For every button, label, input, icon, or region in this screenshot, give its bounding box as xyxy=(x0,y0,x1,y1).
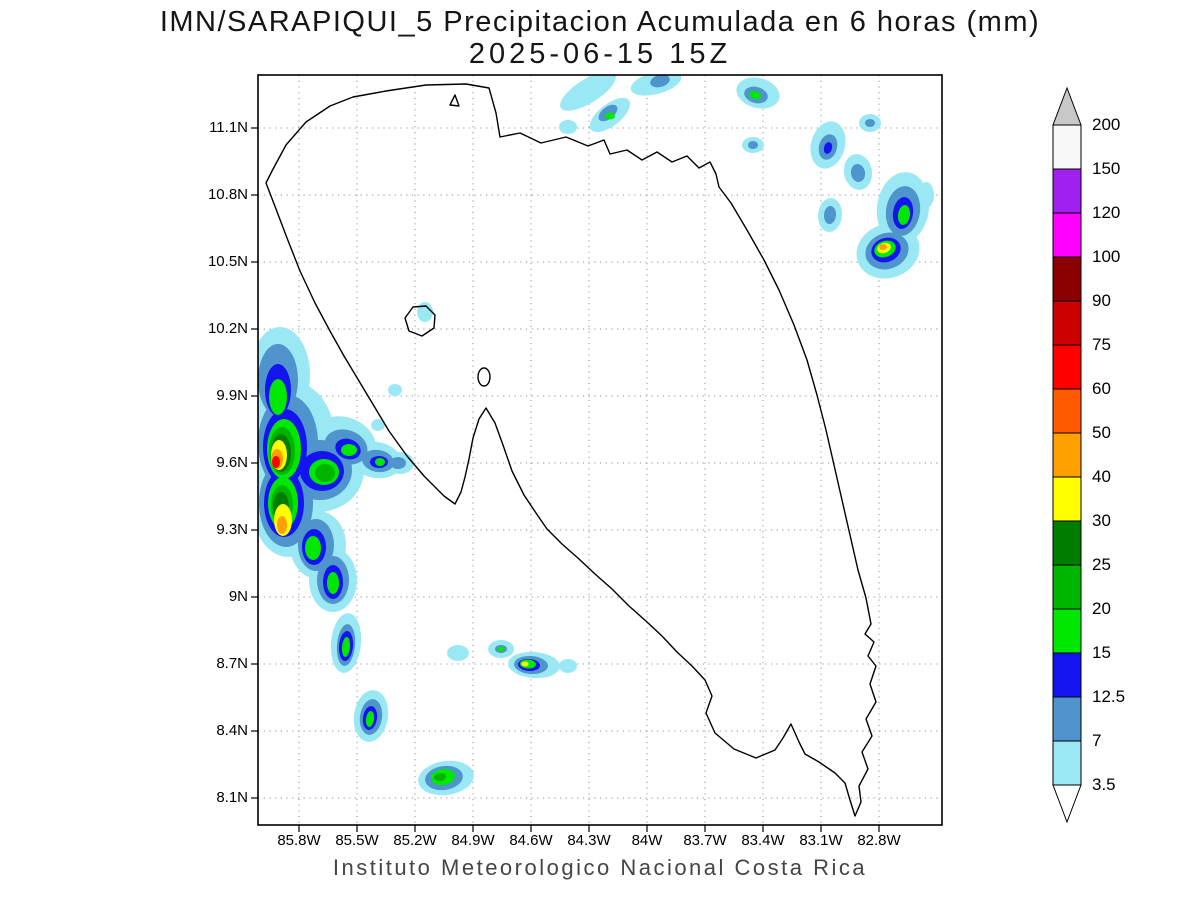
precip-cell xyxy=(823,206,837,224)
precip-cell xyxy=(269,379,287,415)
colorbar-cell xyxy=(1052,696,1082,742)
lat-tick-label: 10.5N xyxy=(207,253,248,270)
colorbar-tick-label: 200 xyxy=(1092,115,1121,134)
colorbar-tick-label: 100 xyxy=(1092,247,1121,266)
precip-cell xyxy=(559,120,577,134)
precip-cell xyxy=(560,75,616,111)
grid xyxy=(251,75,942,832)
lat-tick-label: 8.1N xyxy=(216,789,248,806)
precip-cell xyxy=(447,645,469,661)
costa-rica-coastline xyxy=(265,83,877,817)
lat-tick-label: 8.4N xyxy=(216,722,248,739)
precip-cell xyxy=(897,205,911,225)
precip-cell xyxy=(341,637,351,657)
colorbar-tick-label: 20 xyxy=(1092,599,1111,618)
precip-cell xyxy=(272,456,280,468)
colorbar-tick-label: 150 xyxy=(1092,159,1121,178)
map-frame xyxy=(257,74,943,826)
precip-cell xyxy=(497,646,505,652)
precip-cell xyxy=(305,536,321,560)
islet-outline xyxy=(449,94,460,107)
colorbar-cell xyxy=(1052,388,1082,434)
lon-tick-label: 84.9W xyxy=(451,832,495,849)
precip-cell xyxy=(388,384,402,396)
footer-text: Instituto Meteorologico Nacional Costa R… xyxy=(332,855,868,880)
precip-cell xyxy=(390,457,406,469)
precip-cell xyxy=(748,141,758,149)
lat-tick-label: 10.2N xyxy=(207,320,248,337)
precip-cell xyxy=(277,516,287,534)
colorbar-underflow-bottom xyxy=(1052,784,1082,824)
lake-arenal-outline xyxy=(404,305,436,337)
lat-tick-label: 9.9N xyxy=(216,387,248,404)
colorbar-tick-label: 25 xyxy=(1092,555,1111,574)
precip-cell xyxy=(375,458,385,466)
colorbar-tick-label: 30 xyxy=(1092,511,1111,530)
lon-tick-label: 82.8W xyxy=(857,832,901,849)
colorbar xyxy=(1052,86,1082,824)
precip-cell xyxy=(650,75,670,88)
precipitation-field xyxy=(258,75,934,796)
colorbar-tick-label: 40 xyxy=(1092,467,1111,486)
colorbar-tick-label: 7 xyxy=(1092,731,1102,750)
lon-tick-label: 85.5W xyxy=(335,832,379,849)
precip-cell xyxy=(605,112,615,120)
precip-cell xyxy=(341,444,357,456)
colorbar-cell xyxy=(1052,432,1082,478)
lon-tick-label: 83.7W xyxy=(683,832,727,849)
lon-tick-label: 83.4W xyxy=(741,832,785,849)
island-outline xyxy=(477,367,491,387)
lat-tick-label: 8.7N xyxy=(216,655,248,672)
precip-cell xyxy=(521,661,529,667)
colorbar-tick-label: 15 xyxy=(1092,643,1111,662)
colorbar-tick-label: 60 xyxy=(1092,379,1111,398)
precip-cell xyxy=(865,119,875,127)
colorbar-cell xyxy=(1052,608,1082,654)
colorbar-tick-label: 75 xyxy=(1092,335,1111,354)
colorbar-cell xyxy=(1052,124,1082,170)
colorbar-tick-label: 120 xyxy=(1092,203,1121,222)
lon-tick-label: 85.2W xyxy=(393,832,437,849)
colorbar-cell xyxy=(1052,520,1082,566)
precip-cell xyxy=(434,772,446,782)
colorbar-tick-label: 12.5 xyxy=(1092,687,1126,706)
colorbar-cell xyxy=(1052,212,1082,258)
lat-tick-label: 9.6N xyxy=(216,454,248,471)
precip-cell xyxy=(365,711,375,727)
precip-cell xyxy=(327,572,339,594)
colorbar-cell xyxy=(1052,564,1082,610)
lat-tick-label: 9.3N xyxy=(216,521,248,538)
lat-tick-label: 10.8N xyxy=(207,186,248,203)
precip-cell xyxy=(371,419,385,431)
precip-cell xyxy=(879,244,887,250)
precip-cell xyxy=(315,464,335,482)
colorbar-overflow-top xyxy=(1052,86,1082,126)
lat-tick-label: 11.1N xyxy=(209,119,248,136)
colorbar-cell xyxy=(1052,344,1082,390)
colorbar-cell xyxy=(1052,300,1082,346)
colorbar-cell xyxy=(1052,652,1082,698)
colorbar-cell xyxy=(1052,740,1082,786)
colorbar-tick-label: 50 xyxy=(1092,423,1111,442)
lat-tick-label: 9N xyxy=(228,588,248,605)
lon-tick-label: 84W xyxy=(631,832,663,849)
colorbar-tick-label: 90 xyxy=(1092,291,1111,310)
lon-tick-label: 84.3W xyxy=(567,832,611,849)
precip-cell xyxy=(559,659,577,673)
colorbar-tick-label: 3.5 xyxy=(1092,775,1116,794)
chart-valid-time: 2025-06-15 15Z xyxy=(468,38,732,70)
lon-tick-label: 83.1W xyxy=(799,832,843,849)
precipitation-map xyxy=(251,74,943,832)
lon-tick-label: 85.8W xyxy=(277,832,321,849)
chart-title: IMN/SARAPIQUI_5 Precipitacion Acumulada … xyxy=(159,6,1041,38)
precip-cell xyxy=(417,302,433,322)
precip-cell xyxy=(850,164,866,182)
precip-cell xyxy=(749,90,761,100)
colorbar-cell xyxy=(1052,256,1082,302)
colorbar-cell xyxy=(1052,168,1082,214)
precip-cell xyxy=(823,142,833,154)
colorbar-cell xyxy=(1052,476,1082,522)
lon-tick-label: 84.6W xyxy=(509,832,553,849)
